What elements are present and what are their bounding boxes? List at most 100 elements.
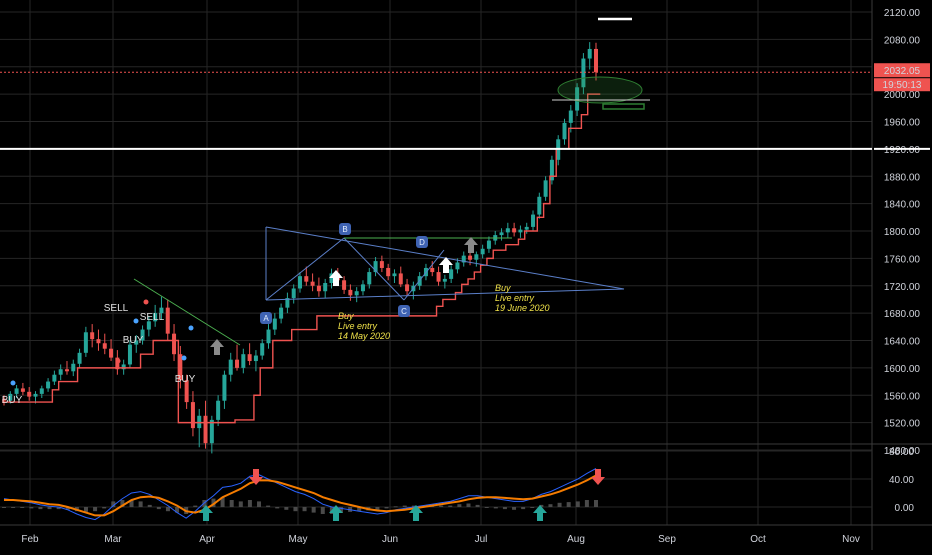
histogram-bar: [539, 504, 544, 507]
candle-body: [203, 415, 208, 444]
triangle-pattern-line: [265, 237, 345, 301]
candle-body: [486, 240, 491, 249]
candle-body: [58, 369, 63, 375]
y-tick-label: 1640.00: [884, 337, 921, 348]
countdown-label: 19:50:13: [883, 80, 922, 91]
signal-dot: [143, 299, 149, 305]
histogram-bar: [111, 501, 116, 507]
x-tick-label-aug: Aug: [567, 534, 585, 545]
x-tick-label-nov: Nov: [842, 534, 860, 545]
candle-body: [512, 228, 517, 233]
triangle-pattern-line: [265, 288, 625, 301]
candle-body: [121, 364, 126, 370]
candle-body: [153, 313, 158, 322]
pattern-point-badge: [416, 236, 428, 248]
candle-body: [71, 363, 76, 372]
signal-arrow-icon: [464, 237, 478, 253]
sell-signal-label: SELL: [104, 303, 129, 314]
histogram-bar: [156, 507, 161, 510]
histogram-bar: [83, 507, 88, 512]
histogram-bar: [557, 502, 562, 507]
signal-arrow-icon: [210, 339, 224, 355]
oscillator-buy-arrow-icon: [409, 505, 423, 521]
candle-body: [323, 283, 328, 292]
candle-body: [562, 122, 567, 140]
candle-body: [216, 400, 221, 420]
histogram-bar: [448, 505, 453, 507]
y-tick-label: 2120.00: [884, 8, 921, 19]
candle-body: [405, 284, 410, 292]
histogram-bar: [502, 507, 507, 510]
histogram-bar: [229, 500, 234, 507]
candle-body: [430, 267, 435, 273]
histogram-bar: [457, 504, 462, 507]
candle-body: [241, 354, 246, 368]
candle-body: [531, 214, 536, 227]
histogram-bar: [120, 500, 125, 507]
histogram-bar: [202, 500, 207, 507]
histogram-bar: [338, 507, 343, 513]
histogram-bar: [439, 505, 444, 507]
target-box: [602, 103, 645, 110]
candle-body: [505, 228, 510, 233]
x-tick-label-oct: Oct: [750, 534, 766, 545]
candle-body: [90, 332, 95, 340]
candle-body: [52, 374, 57, 382]
signal-dot: [115, 358, 121, 364]
histogram-bar: [584, 500, 589, 507]
y-tick-label: 1600.00: [884, 364, 921, 375]
y-tick-label: 1840.00: [884, 200, 921, 211]
candle-body: [127, 344, 132, 365]
candle-body: [253, 355, 258, 362]
histogram-bar: [147, 504, 152, 507]
candle-body: [8, 393, 13, 401]
histogram-bar: [47, 507, 52, 510]
candle-body: [348, 289, 353, 296]
histogram-bar: [284, 507, 289, 510]
y-tick-label: 1800.00: [884, 227, 921, 238]
y-tick-label: 1720.00: [884, 282, 921, 293]
histogram-bar: [375, 507, 380, 511]
histogram-bar: [129, 500, 134, 507]
histogram-bar: [20, 507, 25, 508]
sell-signal-label: SELL: [140, 312, 165, 323]
candle-body: [329, 273, 334, 284]
histogram-bar: [29, 507, 34, 509]
histogram-bar: [521, 507, 526, 510]
candle-body: [77, 352, 82, 364]
candle-body: [587, 48, 592, 59]
histogram-bar: [512, 507, 517, 510]
histogram-bar: [484, 507, 489, 508]
histogram-bar: [65, 507, 70, 510]
histogram-bar: [311, 507, 316, 513]
histogram-bar: [211, 498, 216, 507]
candle-body: [247, 354, 252, 362]
histogram-bar: [466, 503, 471, 507]
candle-body: [109, 348, 114, 358]
y-tick-label: 1960.00: [884, 118, 921, 129]
candle-body: [140, 329, 145, 341]
candle-body: [392, 273, 397, 277]
candle-body: [298, 276, 302, 289]
histogram-bar: [393, 506, 398, 508]
histogram-bar: [575, 501, 580, 507]
histogram-bar: [175, 507, 180, 513]
trailing-stop-line: [2, 93, 601, 424]
histogram-bar: [475, 504, 480, 507]
candle-body: [474, 254, 479, 260]
oscillator-buy-arrow-icon: [199, 505, 213, 521]
oscillator-sell-arrow-icon: [591, 469, 605, 485]
candle-body: [146, 321, 151, 330]
annotation-text: 19 June 2020: [495, 303, 550, 313]
candle-body: [360, 284, 365, 292]
histogram-bar: [257, 501, 262, 507]
x-tick-label-feb: Feb: [21, 534, 39, 545]
histogram-bar: [56, 507, 61, 510]
candle-body: [39, 388, 44, 394]
candle-body: [442, 278, 447, 282]
candle-body: [342, 280, 347, 290]
histogram-bar: [193, 505, 198, 507]
current-price-label: 2032.05: [884, 66, 921, 77]
